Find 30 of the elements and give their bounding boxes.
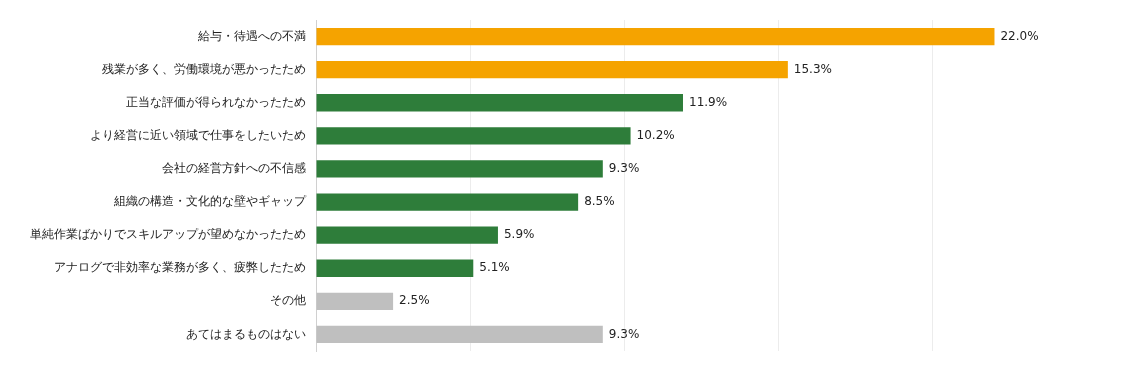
bar <box>316 160 603 178</box>
bar <box>316 127 631 145</box>
data-label: 9.3% <box>608 161 640 176</box>
data-label: 8.5% <box>584 194 615 209</box>
y-tick-label: 組織の構造・文化的な壁やギャップ <box>113 194 307 209</box>
y-tick-label: その他 <box>270 293 306 308</box>
bar <box>316 94 683 112</box>
y-tick-label: 給与・待遇への不満 <box>197 28 306 43</box>
y-tick-label: 単純作業ばかりでスキルアップが望めなかったため <box>30 227 306 242</box>
y-tick-label: 残業が多く、労働環境が悪かったため <box>102 61 306 76</box>
data-label: 11.9% <box>689 94 728 109</box>
data-label: 10.2% <box>636 127 675 142</box>
y-tick-label: あてはまるものはない <box>186 326 306 341</box>
data-label: 5.1% <box>479 260 510 275</box>
data-label: 2.5% <box>399 293 430 308</box>
y-tick-label: 正当な評価が得られなかったため <box>126 94 306 109</box>
data-label: 5.9% <box>503 227 535 242</box>
data-label: 15.3% <box>793 61 832 76</box>
data-label: 22.0% <box>1000 28 1039 43</box>
bar <box>316 325 603 344</box>
bar <box>316 193 579 211</box>
bar <box>316 259 474 277</box>
bar <box>316 27 995 46</box>
data-label: 9.3% <box>608 326 640 341</box>
y-tick-label: アナログで非効率な業務が多く、疲弊したため <box>54 260 306 275</box>
bar <box>316 292 394 310</box>
bar <box>316 226 498 244</box>
bar <box>316 61 788 79</box>
y-tick-label: 会社の経営方針への不信感 <box>162 161 306 176</box>
y-tick-label: より経営に近い領域で仕事をしたいため <box>90 127 306 142</box>
